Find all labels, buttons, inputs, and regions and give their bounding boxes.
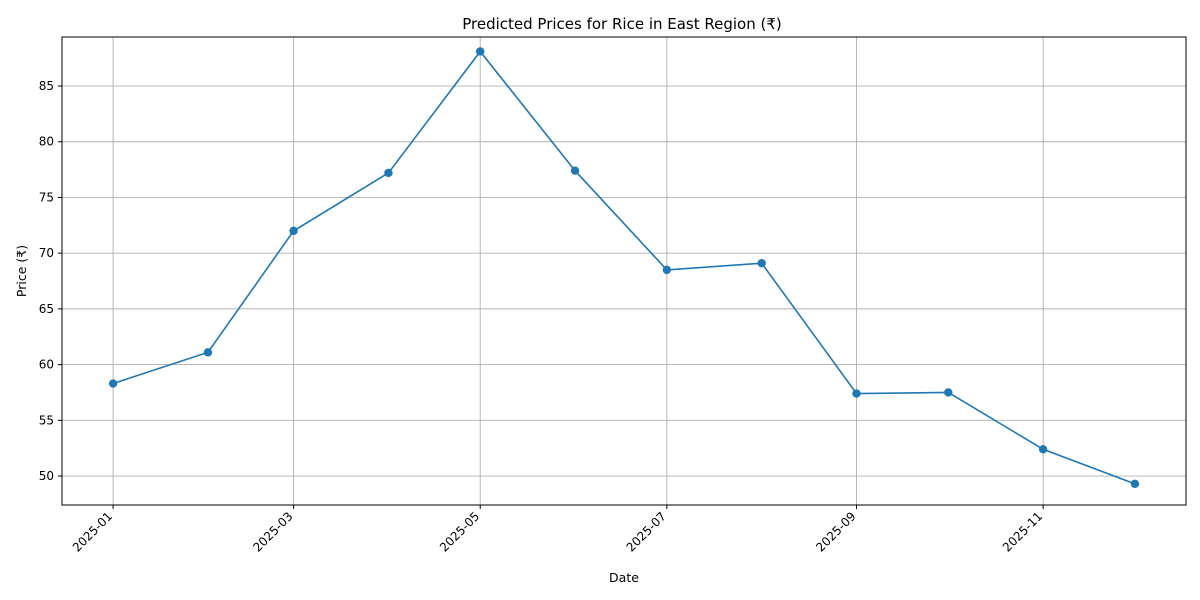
data-point <box>662 265 672 275</box>
series-line-path <box>112 50 1136 485</box>
y-tick-label: 80 <box>39 135 54 149</box>
y-tick-label: 65 <box>39 302 54 316</box>
data-point <box>289 226 298 236</box>
x-tick-label: 2025-01 <box>70 509 115 554</box>
data-point <box>384 168 393 178</box>
plot-frame <box>61 36 1187 506</box>
x-tick-label: 2025-09 <box>813 509 858 554</box>
x-axis-label: Date <box>609 570 639 585</box>
series-line <box>108 47 1140 489</box>
y-tick-label: 60 <box>39 358 54 372</box>
x-tick-label: 2025-11 <box>1000 509 1045 554</box>
y-tick-label: 75 <box>39 190 54 204</box>
y-tick-label: 50 <box>39 469 54 483</box>
y-axis-label: Price (₹) <box>14 245 29 297</box>
x-tick-label: 2025-05 <box>437 509 482 554</box>
y-tick-label: 55 <box>39 413 54 427</box>
data-point <box>852 389 861 398</box>
chart-title: Predicted Prices for Rice in East Region… <box>462 15 782 33</box>
x-tick-label: 2025-07 <box>624 509 669 554</box>
data-point <box>1038 445 1048 454</box>
y-tick-label: 70 <box>39 246 54 260</box>
axis-ticks: 50 55 60 65 70 75 80 85 2025-01 2025-03 2025-05 202… <box>39 79 1046 555</box>
grid <box>62 37 1186 505</box>
data-point <box>476 47 485 56</box>
data-point <box>108 379 118 388</box>
y-tick-label: 85 <box>39 79 54 93</box>
data-point <box>944 388 953 397</box>
data-point <box>203 348 213 357</box>
x-tick-label: 2025-03 <box>250 509 295 554</box>
data-point <box>757 259 766 268</box>
data-point <box>570 166 580 175</box>
data-point <box>1130 479 1140 489</box>
